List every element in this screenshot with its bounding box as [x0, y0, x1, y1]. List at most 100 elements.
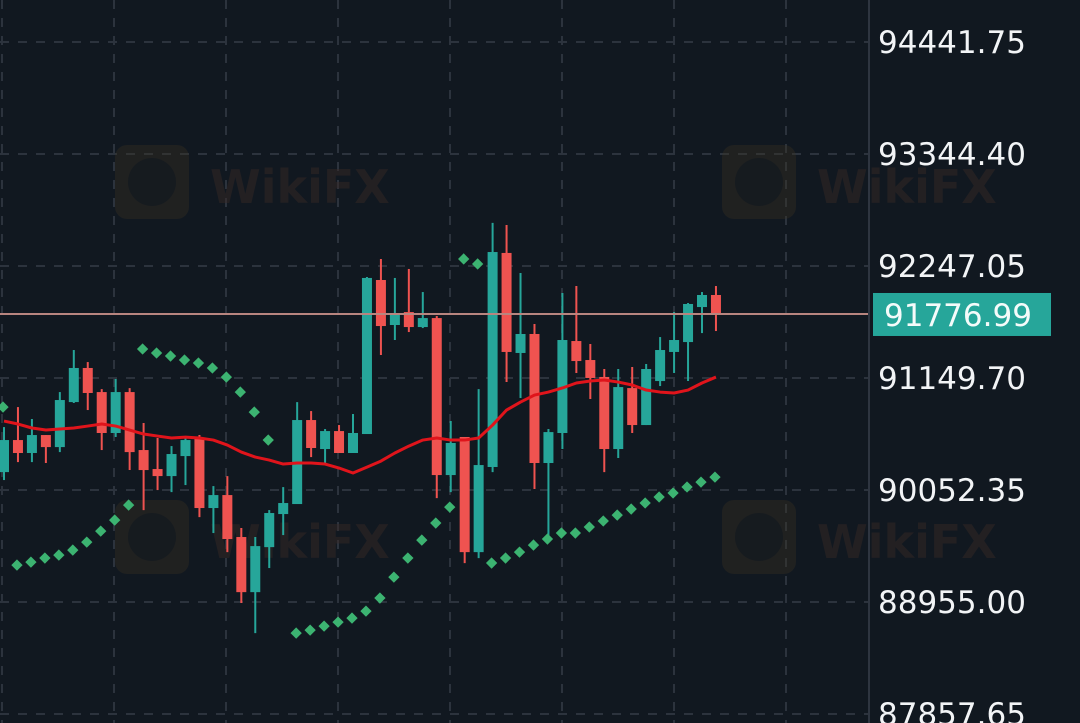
- candle[interactable]: [417, 292, 428, 329]
- candle-body: [571, 341, 582, 362]
- candle[interactable]: [222, 476, 233, 553]
- psar-dot: [81, 536, 93, 548]
- candle[interactable]: [585, 343, 596, 400]
- candle[interactable]: [26, 419, 37, 463]
- psar-dot: [485, 557, 498, 569]
- parabolic-sar: [0, 253, 721, 639]
- candle[interactable]: [431, 316, 442, 499]
- candle[interactable]: [96, 389, 107, 451]
- psar-dot: [53, 549, 65, 561]
- candles: [0, 222, 721, 634]
- price-tick-label: 90052.35: [878, 473, 1026, 509]
- psar-dot: [290, 627, 302, 639]
- candle-body: [278, 503, 289, 515]
- candle[interactable]: [320, 429, 331, 465]
- candle[interactable]: [250, 537, 261, 634]
- candle-body: [208, 495, 219, 509]
- last-price-box: [873, 292, 1051, 336]
- psar-dot: [360, 605, 372, 617]
- psar-dot: [597, 515, 609, 527]
- psar-dot: [136, 343, 149, 355]
- candle[interactable]: [348, 414, 358, 454]
- candle[interactable]: [627, 366, 638, 434]
- candle[interactable]: [613, 369, 624, 459]
- candle[interactable]: [12, 407, 23, 463]
- psar-dot: [653, 491, 665, 503]
- candle[interactable]: [515, 273, 526, 398]
- candle[interactable]: [334, 425, 345, 454]
- price-tick-label: 93344.40: [878, 137, 1026, 173]
- candle[interactable]: [306, 411, 317, 458]
- candle[interactable]: [697, 292, 707, 334]
- candle[interactable]: [166, 446, 177, 493]
- candle[interactable]: [236, 528, 247, 604]
- candle-body: [82, 367, 93, 393]
- candle[interactable]: [473, 389, 484, 559]
- candle[interactable]: [180, 436, 191, 486]
- candle[interactable]: [375, 258, 386, 356]
- psar-dot: [262, 434, 274, 446]
- watermark-text: WikiFX: [210, 160, 390, 214]
- candle[interactable]: [403, 268, 414, 333]
- price-tick-label: 88955.00: [878, 585, 1026, 621]
- candle[interactable]: [710, 286, 721, 332]
- candle[interactable]: [208, 486, 219, 534]
- candle-body: [445, 443, 456, 476]
- candle-body: [54, 400, 65, 448]
- candle[interactable]: [487, 222, 498, 473]
- psar-dot: [583, 521, 595, 533]
- candle[interactable]: [655, 337, 666, 387]
- last-price-label: 91776.99: [873, 292, 1051, 336]
- price-tick-label: 91149.70: [878, 361, 1026, 397]
- candle-body: [138, 450, 149, 471]
- psar-dot: [39, 552, 51, 564]
- candle-body: [110, 392, 121, 434]
- candle[interactable]: [361, 277, 372, 435]
- candle[interactable]: [82, 362, 93, 411]
- candle[interactable]: [599, 369, 610, 473]
- watermark-logo: WikiFX: [722, 145, 997, 219]
- candle-body: [264, 513, 275, 548]
- candle[interactable]: [0, 427, 9, 481]
- watermark-text: WikiFX: [817, 515, 997, 569]
- candle[interactable]: [501, 224, 512, 382]
- candle-body: [710, 294, 721, 314]
- candle[interactable]: [557, 293, 568, 450]
- psar-dot: [164, 350, 177, 362]
- candle[interactable]: [571, 286, 582, 373]
- candle-body: [166, 454, 177, 477]
- candle[interactable]: [194, 435, 205, 518]
- candle-body: [529, 333, 540, 464]
- moving-average-line: [3, 375, 717, 475]
- candle[interactable]: [40, 435, 51, 464]
- price-tick-label: 92247.05: [878, 249, 1026, 285]
- psar-dot: [388, 571, 400, 583]
- price-axis[interactable]: 94441.75 93344.40 92247.05 91149.70 90052.35…: [878, 25, 1026, 723]
- psar-dot: [471, 258, 484, 270]
- candle[interactable]: [138, 423, 149, 511]
- candle[interactable]: [459, 436, 470, 564]
- candle[interactable]: [152, 438, 163, 491]
- candle[interactable]: [278, 487, 289, 536]
- candle[interactable]: [68, 350, 79, 403]
- candle[interactable]: [264, 510, 275, 569]
- candle[interactable]: [292, 402, 303, 505]
- psar-dot: [499, 552, 512, 564]
- candle[interactable]: [389, 277, 400, 341]
- psar-dot: [95, 525, 107, 537]
- psar-dot: [206, 362, 219, 374]
- candle[interactable]: [543, 429, 554, 539]
- candle[interactable]: [529, 323, 540, 490]
- candle[interactable]: [641, 364, 652, 426]
- psar-dot: [555, 527, 568, 539]
- psar-dot: [639, 497, 651, 509]
- candle-body: [669, 340, 680, 352]
- candle[interactable]: [54, 392, 65, 453]
- psar-dot: [541, 533, 554, 545]
- candle[interactable]: [683, 303, 694, 382]
- candle[interactable]: [445, 421, 456, 493]
- candle[interactable]: [669, 312, 680, 373]
- psar-dot: [695, 476, 707, 488]
- candle-body: [683, 303, 694, 343]
